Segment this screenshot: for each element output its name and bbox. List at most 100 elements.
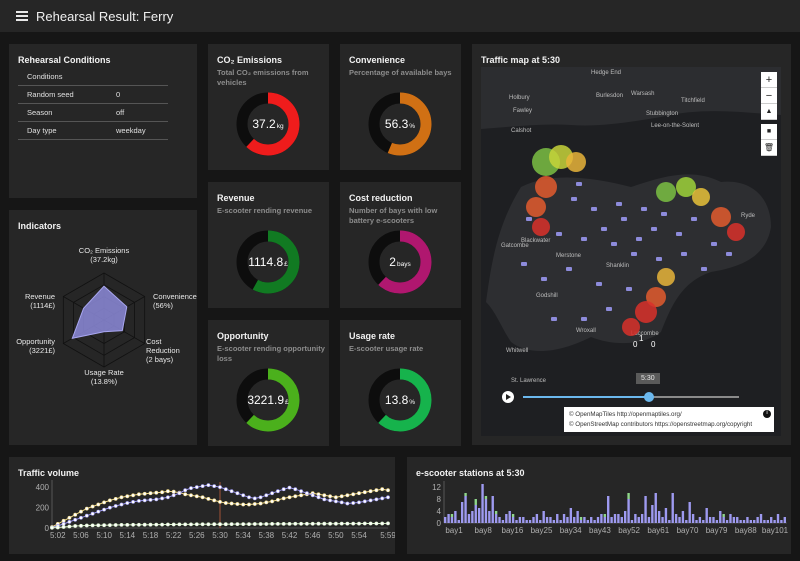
radar-axis-label: Convenience (56%) [153,292,197,310]
station-bar [780,520,783,523]
traffic-data-point [113,504,118,508]
draw-square-icon[interactable]: ■ [761,124,777,140]
attribution-openmaptiles[interactable]: © OpenMapTiles http://openmaptiles.org/ [569,411,682,418]
traffic-data-point [229,522,234,527]
traffic-data-point [160,490,165,495]
timeline-slider-handle[interactable] [644,392,654,402]
station-bar [722,517,725,523]
traffic-data-point [252,496,257,501]
x-tick-label: bay101 [762,526,789,535]
x-tick-label: bay25 [531,526,553,535]
x-tick-label: 5:06 [73,531,89,540]
traffic-data-point [270,522,275,526]
station-bar [725,520,729,523]
traffic-data-point [90,504,95,509]
traffic-data-point [247,495,251,500]
co2-emissions-card: CO₂ Emissions Total CO₂ emissions from v… [208,44,329,170]
traffic-data-point [345,521,350,526]
station-count-label: 1 [639,334,644,343]
x-tick-label: bay52 [618,526,640,535]
x-tick-label: bay8 [475,526,493,535]
map-place-label: Wroxall [576,328,596,334]
traffic-data-point [165,522,170,527]
scooter-marker [701,267,707,271]
rehearsal-conditions-card: Rehearsal Conditions Conditions Random s… [9,44,197,198]
traffic-data-point [299,489,304,494]
scooter-marker [631,252,637,256]
radar-area [71,285,128,339]
scooter-marker [576,182,582,186]
station-bar [488,511,491,523]
metric-title: Opportunity [217,331,269,341]
traffic-data-point [171,493,176,498]
metric-subtitle: E-scooter rending opportunity loss [217,344,325,363]
station-bar [637,517,640,523]
x-tick-label: 5:26 [189,531,205,540]
station-bar [569,508,573,523]
traffic-heat-blob [657,268,675,286]
metric-unit: bays [396,260,411,268]
compass-icon[interactable]: ▲ [761,104,777,120]
menu-icon[interactable] [16,11,28,21]
donut-chart: 13.8% [367,367,433,433]
zoom-out-button[interactable]: − [761,88,777,104]
traffic-data-point [113,523,118,527]
revenue-card: Revenue E-scooter rending revenue 1114.8… [208,182,329,308]
metric-title: Revenue [217,193,255,203]
traffic-data-point [287,522,292,526]
scooter-marker [636,237,642,241]
traffic-data-point [264,493,269,498]
station-bar [525,520,528,523]
map-title: Traffic map at 5:30 [481,55,561,65]
traffic-data-point [61,525,66,529]
station-bar [657,511,661,523]
traffic-map[interactable]: Hedge End Burlesdon Holbury Fawley Warsash Ti… [481,67,781,436]
trash-icon[interactable]: 🗑 [761,140,777,156]
traffic-data-point [160,496,165,501]
usage-rate-card: Usage rate E-scooter usage rate 13.8% [340,320,461,446]
traffic-data-point [142,522,147,527]
map-place-label: Godshill [536,293,558,299]
station-bar [552,520,556,523]
station-bar [749,520,753,523]
station-bar [515,520,518,523]
station-bar [566,517,569,523]
station-bar [600,514,603,523]
traffic-data-point [148,522,153,527]
traffic-data-point [380,496,385,501]
station-bar-low-battery [627,493,630,499]
cost-reduction-card: Cost reduction Number of bays with low b… [340,182,461,308]
info-icon[interactable]: i [763,410,771,418]
traffic-data-point [235,502,240,506]
metric-value-box: 56.3% [367,91,433,157]
scooter-marker [606,307,612,311]
station-bar [708,517,712,523]
metric-subtitle: Total CO₂ emissions from vehicles [217,68,309,87]
donut-ring [236,368,300,432]
traffic-data-point [212,522,217,527]
traffic-data-point [287,485,292,490]
station-bar [542,511,545,523]
attribution-openstreetmap[interactable]: © OpenStreetMap contributors https://ope… [569,420,753,428]
station-bar [556,514,559,523]
metric-value: 3221.9 [247,393,285,407]
station-bar [583,517,586,523]
zoom-in-button[interactable]: + [761,72,777,88]
traffic-data-point [154,522,159,527]
station-bar [532,517,535,523]
station-bar [491,496,494,523]
table-row: Conditions [18,68,168,86]
station-bar [607,496,610,523]
traffic-data-point [333,521,338,526]
traffic-data-point [108,498,112,503]
traffic-data-point [183,488,188,493]
station-bar [634,514,637,523]
traffic-data-point [362,521,367,526]
station-bar [522,517,525,523]
scooter-marker [556,232,562,236]
metric-value-box: 13.8% [367,367,433,433]
traffic-data-point [73,517,78,522]
station-bar-low-battery [722,514,725,517]
traffic-data-point [90,523,95,528]
traffic-data-point [287,495,292,500]
